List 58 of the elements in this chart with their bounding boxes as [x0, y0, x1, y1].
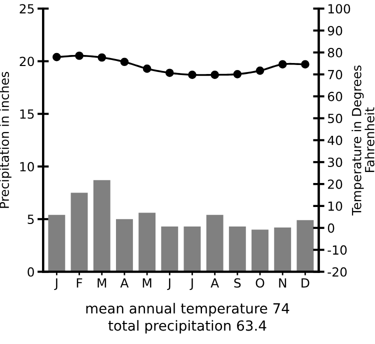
point: [256, 66, 264, 75]
bar: [138, 212, 156, 272]
bar: [161, 226, 178, 272]
y-tick-label: 20: [20, 56, 34, 66]
y-tick-label: 5: [28, 214, 34, 224]
point: [75, 52, 84, 60]
bar: [296, 220, 314, 272]
bar: [70, 192, 88, 272]
point: [301, 60, 310, 68]
y2-tick-label: 40: [328, 136, 342, 146]
y2-tick-label: 70: [328, 70, 342, 80]
bar: [252, 230, 268, 272]
x-tick-label: J: [167, 278, 170, 290]
x-tick-label: A: [210, 278, 219, 288]
y2-tick-label: 80: [328, 48, 342, 58]
x-tick-label: A: [120, 278, 129, 288]
y-tick-label: 10: [20, 162, 34, 172]
y2-tick-label: 50: [328, 114, 342, 124]
bar: [184, 226, 201, 272]
point: [120, 58, 129, 66]
y-tick-label: 25: [20, 4, 34, 14]
y2-tick-label: 20: [328, 180, 342, 189]
bar: [93, 180, 110, 272]
y2-tick-label: -20: [328, 267, 347, 277]
x-tick-label: D: [302, 278, 310, 288]
y2-tick-label: 100: [328, 4, 350, 14]
x-tick-label: N: [279, 278, 286, 288]
bar: [48, 214, 66, 272]
y2-tick-label: 30: [328, 158, 342, 168]
x-tick-label: F: [76, 278, 82, 288]
x-tick-label: J: [54, 278, 58, 290]
y-tick-label: 15: [20, 110, 34, 119]
x-tick-label: M: [98, 278, 106, 288]
x-tick-label: J: [190, 278, 193, 290]
y2-axis-title: Temperature in Degrees Fahrenheit: [352, 66, 374, 216]
bar: [228, 226, 246, 272]
y2-tick-label: 0: [328, 223, 334, 233]
point: [52, 52, 61, 62]
point: [165, 68, 174, 78]
x-tick-label: O: [256, 278, 264, 288]
point: [98, 53, 106, 62]
x-tick-label: M: [142, 278, 152, 288]
text: mean annual temperature 74: [86, 302, 290, 316]
x-tick-label: S: [234, 278, 241, 288]
y-tick-label: 0: [28, 267, 34, 277]
y2-tick-label: 10: [328, 201, 342, 211]
y2-tick-label: -10: [328, 245, 347, 255]
bar: [116, 219, 133, 272]
point: [278, 60, 287, 68]
point: [142, 64, 152, 73]
bar: [206, 214, 224, 272]
text: total precipitation 63.4: [108, 320, 266, 334]
point: [188, 70, 196, 79]
y2-tick-label: 90: [328, 26, 342, 36]
point: [210, 70, 219, 79]
y2-tick-label: 60: [328, 92, 342, 102]
bar: [274, 228, 292, 272]
point: [233, 70, 242, 78]
